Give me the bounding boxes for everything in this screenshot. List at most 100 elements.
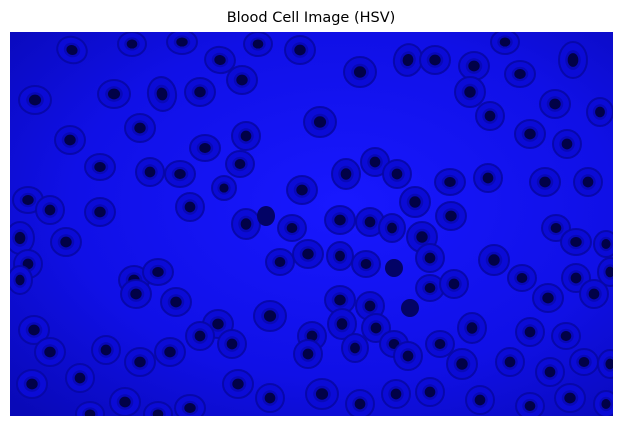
blood-cell [84,197,116,227]
cell-nucleus [434,339,446,349]
blood-cell [569,348,599,376]
blood-cell [97,79,131,109]
cell-nucleus [595,106,605,118]
dense-cell-body [401,299,419,317]
blood-cell [593,390,613,416]
blood-cell [91,335,121,365]
blood-cell [597,349,613,379]
blood-cell [539,89,571,119]
blood-cell [204,45,236,75]
blood-cell [425,330,455,358]
cell-nucleus [370,322,382,334]
blood-cell [415,243,445,273]
cell-nucleus [524,128,536,140]
blood-cell [393,341,423,371]
cell-nucleus [236,74,248,86]
cell-nucleus [294,44,306,56]
blood-cell [454,76,486,108]
cell-nucleus [364,216,376,228]
blood-cell [515,317,545,347]
cell-nucleus [302,248,314,260]
blood-cell [124,347,156,377]
blood-cell [293,339,323,369]
blood-cell [415,274,445,302]
cell-nucleus [156,87,168,101]
blood-cell [226,65,258,95]
blood-cell [75,401,105,416]
cell-nucleus [296,184,308,196]
dense-blood-cell [385,259,403,277]
cell-nucleus [570,237,582,247]
cell-nucleus [234,159,246,169]
blood-cell [286,175,318,205]
cell-nucleus [315,388,329,400]
cell-nucleus [456,358,468,370]
blood-cell [514,119,546,149]
blood-cell [490,32,520,55]
cell-nucleus [334,214,346,226]
cell-nucleus [542,292,554,304]
cell-nucleus [252,39,264,49]
blood-cell [551,322,581,350]
cell-nucleus [152,267,164,277]
cell-nucleus [561,138,573,150]
blood-cell [378,213,406,243]
blood-cell [146,76,178,112]
blood-cell-image [10,32,613,416]
cell-nucleus [64,134,76,146]
cell-nucleus [84,409,96,416]
cell-nucleus [174,169,186,179]
blood-cell [50,227,82,257]
blood-cell [465,385,495,415]
cell-nucleus [74,372,86,384]
blood-cell [231,208,261,240]
cell-nucleus [302,348,314,360]
cell-nucleus [28,94,42,106]
cell-nucleus [194,330,206,342]
dense-blood-cell [401,299,419,317]
blood-cell [529,167,561,197]
blood-cell [10,265,33,295]
cell-nucleus [582,176,594,188]
cell-nucleus [130,288,142,300]
blood-cell [231,121,261,151]
blood-cell [120,279,152,309]
blood-cell [284,35,316,65]
cell-nucleus [184,403,196,413]
blood-cell [65,363,95,393]
cell-nucleus [488,254,500,266]
cell-nucleus [544,366,556,378]
blood-cell [593,230,613,258]
cell-nucleus [14,231,26,245]
blood-cell [265,248,295,276]
cell-nucleus [369,156,381,168]
blood-cell [326,241,354,271]
blood-cell [434,168,466,196]
blood-cell [253,300,287,332]
blood-cell [504,60,536,88]
blood-cell [222,369,254,399]
cell-nucleus [402,53,414,67]
cell-nucleus [605,358,613,370]
cell-nucleus [264,392,276,404]
cell-nucleus [232,378,244,390]
blood-cell [324,285,356,315]
cell-nucleus [22,195,34,205]
cell-nucleus [334,294,346,306]
blood-cell [217,329,247,359]
cell-nucleus [100,344,112,356]
dense-cell-body [385,259,403,277]
cell-nucleus [605,266,613,278]
cell-nucleus [176,37,188,47]
blood-cell [331,158,361,190]
blood-cell [419,45,451,75]
cell-nucleus [350,342,360,354]
cell-nucleus [28,324,40,336]
blood-cell [34,337,66,367]
cell-nucleus [445,210,457,222]
cell-nucleus [539,176,551,188]
blood-cell [475,101,505,131]
cell-nucleus [164,346,176,358]
blood-cell [189,134,221,162]
blood-cell [535,357,565,387]
